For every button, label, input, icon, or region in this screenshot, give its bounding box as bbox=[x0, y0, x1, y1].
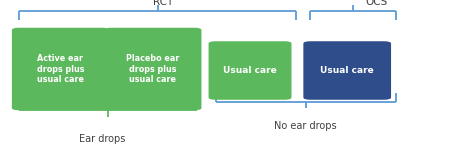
FancyBboxPatch shape bbox=[303, 41, 391, 100]
Text: Usual care: Usual care bbox=[223, 66, 277, 75]
Text: No ear drops: No ear drops bbox=[274, 121, 337, 131]
Text: Ear drops: Ear drops bbox=[79, 134, 125, 144]
Text: Placebo ear
drops plus
usual care: Placebo ear drops plus usual care bbox=[126, 54, 180, 84]
Text: Active ear
drops plus
usual care: Active ear drops plus usual care bbox=[36, 54, 84, 84]
FancyBboxPatch shape bbox=[209, 41, 292, 100]
Text: RCT: RCT bbox=[154, 0, 173, 7]
Text: Usual care: Usual care bbox=[320, 66, 374, 75]
FancyBboxPatch shape bbox=[104, 28, 201, 110]
FancyBboxPatch shape bbox=[12, 28, 109, 110]
Text: OCS: OCS bbox=[366, 0, 388, 7]
